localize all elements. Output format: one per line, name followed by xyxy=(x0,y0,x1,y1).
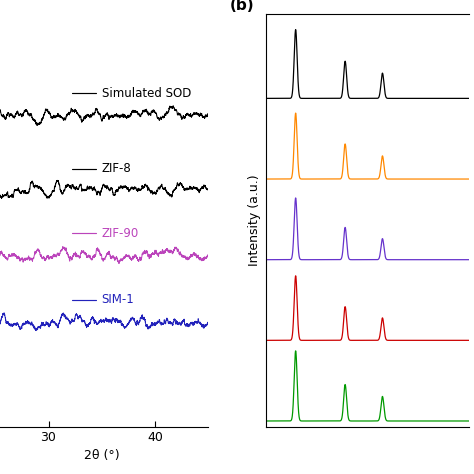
X-axis label: 2θ (°): 2θ (°) xyxy=(84,448,119,462)
Text: ZIF-8: ZIF-8 xyxy=(102,162,131,175)
Y-axis label: Intensity (a.u.): Intensity (a.u.) xyxy=(248,174,261,266)
Text: (b): (b) xyxy=(230,0,255,13)
Text: Simulated SOD: Simulated SOD xyxy=(102,87,191,100)
Text: SIM-1: SIM-1 xyxy=(102,293,135,307)
Text: ZIF-90: ZIF-90 xyxy=(102,227,139,240)
